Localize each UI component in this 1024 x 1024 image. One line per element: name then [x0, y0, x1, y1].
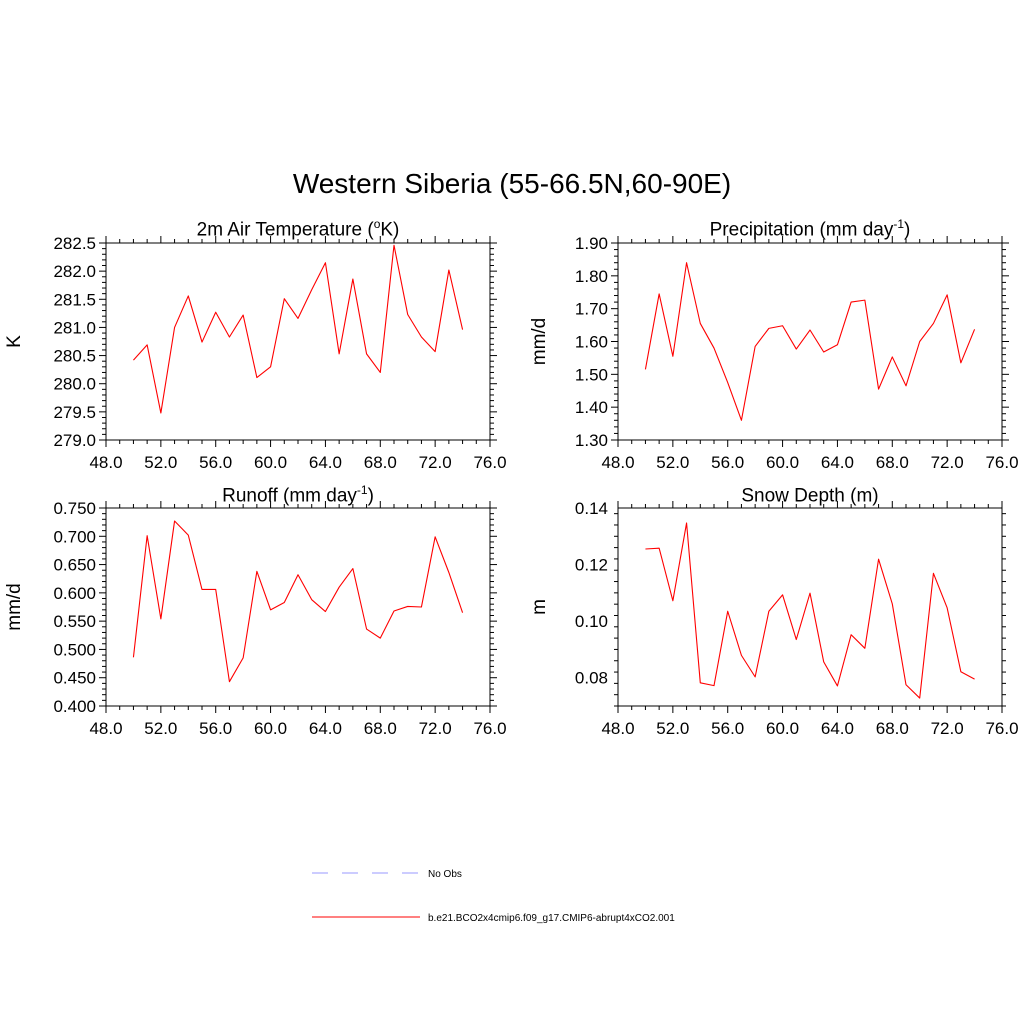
ticks-snow-depth — [614, 501, 1006, 713]
panel-title-temperature-sup: o — [373, 217, 381, 231]
y-tick-label: 279.0 — [53, 431, 96, 450]
plot-frame-runoff — [105, 507, 491, 707]
series-line-runoff — [132, 520, 464, 683]
y-tick-label: 0.600 — [53, 584, 96, 603]
plot-frame-snow-depth — [617, 507, 1003, 707]
x-tick-label: 64.0 — [309, 719, 342, 738]
panel-title-runoff-sup: -1 — [356, 483, 368, 497]
x-tick-label: 52.0 — [656, 453, 689, 472]
legend-label-model: b.e21.BCO2x4cmip6.f09_g17.CMIP6-abrupt4x… — [428, 913, 675, 924]
series-line-temperature — [133, 244, 464, 414]
x-tick-label: 48.0 — [89, 453, 122, 472]
y-tick-label: 1.80 — [575, 267, 608, 286]
x-tick-label: 48.0 — [601, 719, 634, 738]
x-tick-label: 56.0 — [199, 719, 232, 738]
x-tick-label: 76.0 — [985, 453, 1018, 472]
y-tick-label: 1.90 — [575, 234, 608, 253]
x-tick-label: 72.0 — [419, 719, 452, 738]
y-axis-label-snow-depth: m — [529, 599, 550, 615]
x-tick-label: 72.0 — [931, 719, 964, 738]
x-tick-label: 68.0 — [876, 719, 909, 738]
y-tick-label: 0.550 — [53, 612, 96, 631]
panel-title-runoff-main: Runoff (mm day — [222, 485, 357, 507]
y-tick-label: 282.0 — [53, 262, 96, 281]
x-tick-label: 72.0 — [931, 453, 964, 472]
y-axis-label-temperature: K — [4, 335, 25, 348]
x-tick-label: 64.0 — [309, 453, 342, 472]
x-tick-label: 76.0 — [473, 719, 506, 738]
x-tick-label: 52.0 — [144, 719, 177, 738]
plot-frame-temperature — [105, 242, 491, 441]
y-tick-label: 1.50 — [575, 365, 608, 384]
y-tick-label: 0.14 — [575, 499, 608, 518]
y-tick-label: 0.450 — [53, 669, 96, 688]
x-tick-label: 60.0 — [766, 719, 799, 738]
x-tick-label: 64.0 — [821, 453, 854, 472]
y-tick-label: 281.5 — [53, 290, 96, 309]
x-tick-label: 56.0 — [711, 719, 744, 738]
panel-title-temperature: 2m Air Temperature (oK) — [106, 217, 490, 241]
y-tick-label: 280.0 — [53, 375, 96, 394]
y-tick-label: 280.5 — [53, 347, 96, 366]
legend-label-obs: No Obs — [428, 869, 462, 880]
x-tick-label: 60.0 — [766, 453, 799, 472]
x-tick-label: 76.0 — [985, 719, 1018, 738]
y-axis-label-runoff: mm/d — [4, 583, 25, 631]
x-tick-label: 52.0 — [144, 453, 177, 472]
x-tick-label: 68.0 — [364, 453, 397, 472]
panel-title-snow-depth-main: Snow Depth (m) — [741, 485, 879, 507]
y-tick-label: 279.5 — [53, 403, 96, 422]
y-tick-label: 282.5 — [53, 234, 96, 253]
panel-title-snow-depth: Snow Depth (m) — [618, 483, 1002, 507]
panel-title-runoff: Runoff (mm day-1) — [106, 483, 490, 507]
y-tick-label: 1.60 — [575, 333, 608, 352]
x-tick-label: 64.0 — [821, 719, 854, 738]
series-line-precipitation — [644, 262, 976, 421]
y-axis-label-precipitation: mm/d — [529, 318, 550, 366]
ticks-runoff — [99, 501, 497, 713]
ticks-precipitation — [611, 236, 1009, 447]
y-tick-label: 0.700 — [53, 527, 96, 546]
y-tick-label: 1.30 — [575, 431, 608, 450]
panel-snow-depth: 48.0 52.0 56.0 60.0 64.0 68.0 72.0 76.0 0.08 0.10… — [529, 499, 1019, 738]
figure-title: Western Siberia (55-66.5N,60-90E) — [292, 168, 732, 199]
x-tick-label: 76.0 — [473, 453, 506, 472]
y-tick-label: 0.10 — [575, 612, 608, 631]
y-tick-label: 281.0 — [53, 318, 96, 337]
panel-temperature: 48.0 52.0 56.0 60.0 64.0 68.0 72.0 76.0 279.0 279… — [4, 234, 507, 472]
y-tick-label: 0.400 — [53, 697, 96, 716]
x-tick-label: 48.0 — [89, 719, 122, 738]
x-tick-label: 56.0 — [711, 453, 744, 472]
x-tick-label: 68.0 — [876, 453, 909, 472]
panel-title-temperature-main: 2m Air Temperature ( — [196, 219, 374, 241]
series-line-snow-depth — [645, 522, 975, 699]
x-tick-label: 52.0 — [656, 719, 689, 738]
panel-runoff: 48.0 52.0 56.0 60.0 64.0 68.0 72.0 76.0 0.400 0.4… — [4, 499, 507, 738]
legend: No Obs b.e21.BCO2x4cmip6.f09_g17.CMIP6-ab… — [312, 869, 675, 924]
x-tick-label: 72.0 — [419, 453, 452, 472]
y-tick-label: 1.40 — [575, 398, 608, 417]
x-tick-label: 48.0 — [601, 453, 634, 472]
panel-title-temperature-tail: K) — [380, 219, 400, 241]
ticks-temperature — [99, 236, 497, 447]
y-tick-label: 0.12 — [575, 556, 608, 575]
x-tick-label: 60.0 — [254, 719, 287, 738]
y-tick-label: 1.70 — [575, 300, 608, 319]
y-tick-label: 0.08 — [575, 669, 608, 688]
panel-precipitation: 48.0 52.0 56.0 60.0 64.0 68.0 72.0 76.0 1.30 1.40… — [529, 234, 1019, 472]
panel-title-precipitation-main: Precipitation (mm day — [709, 219, 894, 241]
x-tick-label: 68.0 — [364, 719, 397, 738]
panel-title-precipitation-sup: -1 — [893, 217, 905, 231]
y-tick-label: 0.650 — [53, 556, 96, 575]
panel-title-runoff-tail: ) — [367, 485, 374, 507]
panel-title-precipitation-tail: ) — [904, 219, 911, 241]
x-tick-label: 56.0 — [199, 453, 232, 472]
x-tick-label: 60.0 — [254, 453, 287, 472]
y-tick-label: 0.750 — [53, 499, 96, 518]
plot-frame-precipitation — [617, 242, 1003, 441]
panel-title-precipitation: Precipitation (mm day-1) — [618, 217, 1002, 241]
y-tick-label: 0.500 — [53, 640, 96, 659]
